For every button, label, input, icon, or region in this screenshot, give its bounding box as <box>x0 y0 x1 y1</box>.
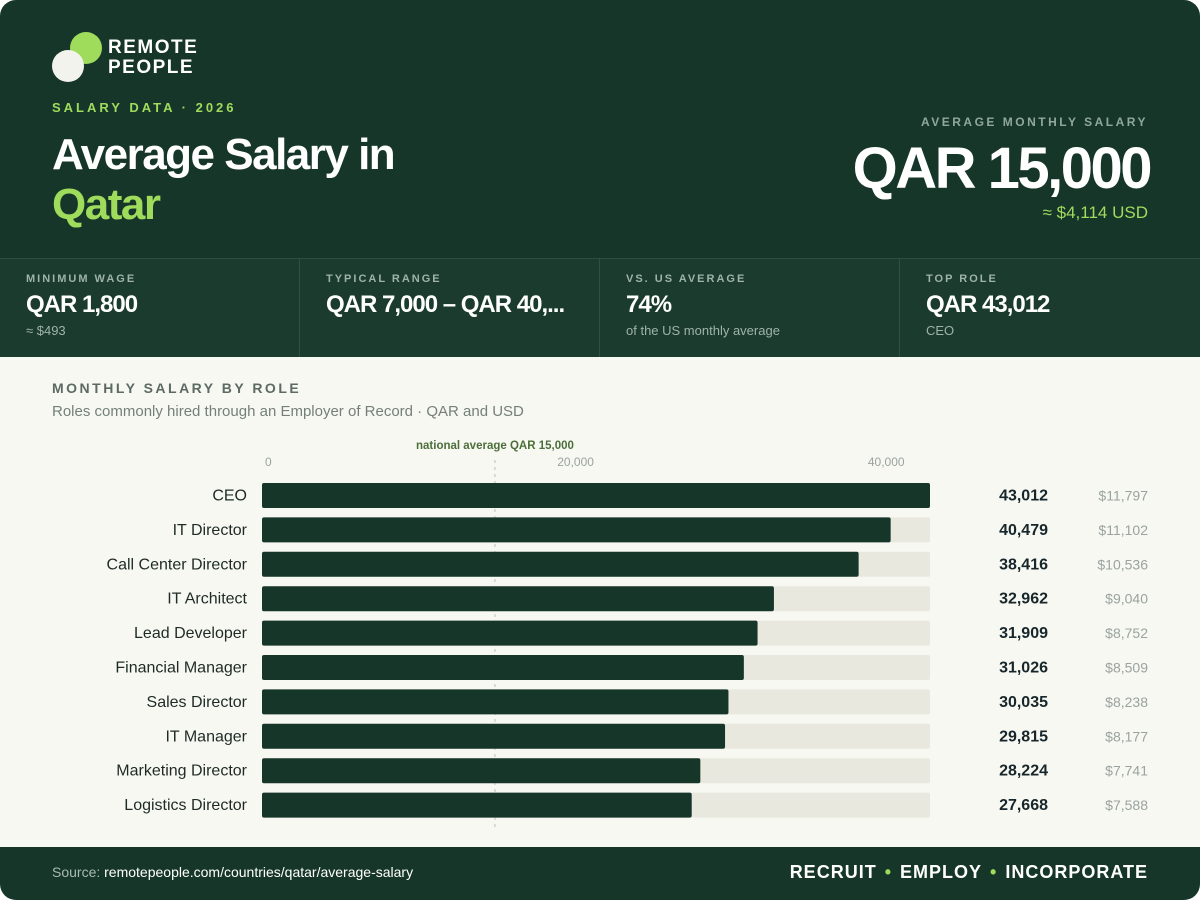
qar-value-label: 32,962 <box>999 591 1048 608</box>
tagline-incorporate: INCORPORATE <box>1005 862 1148 882</box>
role-label: Marketing Director <box>116 763 247 780</box>
stats-strip: MINIMUM WAGE QAR 1,800 ≈ $493 TYPICAL RA… <box>0 258 1200 357</box>
tagline-separator: • <box>990 862 998 882</box>
role-label: IT Manager <box>165 728 247 745</box>
stat-vs-us-average: VS. US AVERAGE 74% of the US monthly ave… <box>600 259 900 357</box>
page-title-line1: Average Salary in <box>52 130 396 179</box>
qar-value-label: 31,909 <box>999 625 1048 642</box>
role-label: Logistics Director <box>124 797 247 814</box>
x-tick-label: 20,000 <box>557 455 594 469</box>
bar <box>262 620 758 646</box>
usd-value-label: $7,588 <box>1105 797 1148 813</box>
bar <box>262 792 692 818</box>
x-tick-label: 0 <box>265 455 272 469</box>
national-average-label: national average QAR 15,000 <box>416 440 574 452</box>
stat-minimum-wage: MINIMUM WAGE QAR 1,800 ≈ $493 <box>0 259 300 357</box>
tagline-separator: • <box>884 862 892 882</box>
brand-name: REMOTE PEOPLE <box>108 38 198 78</box>
qar-value-label: 40,479 <box>999 522 1048 539</box>
stat-value: QAR 7,000 – QAR 40,... <box>326 291 565 318</box>
page-title-country: Qatar <box>52 180 161 229</box>
remote-people-logo-icon <box>52 32 102 82</box>
x-tick-label: 40,000 <box>868 455 905 469</box>
role-label: Lead Developer <box>134 625 248 642</box>
usd-value-label: $11,797 <box>1098 488 1148 504</box>
page-title: Average Salary in Qatar <box>52 130 396 230</box>
role-label: CEO <box>212 488 247 505</box>
tagline: RECRUIT • EMPLOY • INCORPORATE <box>790 862 1148 883</box>
stat-sub: CEO <box>926 323 955 338</box>
bar <box>262 689 729 715</box>
stat-label: TOP ROLE <box>926 273 998 285</box>
qar-value-label: 28,224 <box>999 763 1048 780</box>
usd-value-label: $9,040 <box>1105 591 1148 607</box>
bar <box>262 483 930 508</box>
brand-logo[interactable]: REMOTE PEOPLE <box>52 32 212 84</box>
role-label: Call Center Director <box>107 556 248 573</box>
bar <box>262 655 744 680</box>
qar-value-label: 43,012 <box>999 488 1048 505</box>
bar <box>262 723 726 749</box>
source-prefix: Source: <box>52 864 105 880</box>
stat-sub: ≈ $493 <box>26 323 66 338</box>
bar <box>262 586 774 612</box>
stat-label: VS. US AVERAGE <box>626 273 747 285</box>
average-salary-usd: ≈ $4,114 USD <box>1042 203 1148 222</box>
salary-bar-chart: 0 20,000 40,000 national average QAR 15,000… <box>107 440 1148 828</box>
usd-value-label: $8,177 <box>1105 728 1148 744</box>
usd-value-label: $8,238 <box>1105 694 1148 710</box>
stat-value: QAR 43,012 <box>926 291 1050 318</box>
bar <box>262 551 859 577</box>
brand-name-line1: REMOTE <box>108 37 199 58</box>
qar-value-label: 38,416 <box>999 556 1048 573</box>
stat-label: MINIMUM WAGE <box>26 273 137 285</box>
stat-typical-range: TYPICAL RANGE QAR 7,000 – QAR 40,... <box>300 259 600 357</box>
source-note: Source: remotepeople.com/countries/qatar… <box>52 864 413 880</box>
role-label: IT Director <box>173 522 248 539</box>
stat-top-role: TOP ROLE QAR 43,012 CEO <box>900 259 1200 357</box>
source-link[interactable]: remotepeople.com/countries/qatar/average… <box>104 864 414 880</box>
stat-label: TYPICAL RANGE <box>326 273 442 285</box>
qar-value-label: 27,668 <box>999 797 1048 814</box>
bar <box>262 517 891 543</box>
tagline-employ: EMPLOY <box>900 862 983 882</box>
usd-value-label: $10,536 <box>1097 556 1148 572</box>
qar-value-label: 30,035 <box>999 694 1048 711</box>
section-title: MONTHLY SALARY BY ROLE <box>52 380 302 396</box>
average-salary-label: AVERAGE MONTHLY SALARY <box>920 115 1148 129</box>
average-salary-value: QAR 15,000 <box>852 136 1153 201</box>
usd-value-label: $7,741 <box>1105 763 1148 779</box>
bar <box>262 758 701 784</box>
footer: Source: remotepeople.com/countries/qatar… <box>0 847 1200 900</box>
stat-value: 74% <box>626 291 672 318</box>
usd-value-label: $8,509 <box>1105 660 1148 676</box>
role-label: Financial Manager <box>115 660 247 677</box>
role-label: IT Architect <box>167 591 247 608</box>
qar-value-label: 31,026 <box>999 660 1048 677</box>
tagline-recruit: RECRUIT <box>789 862 877 882</box>
stat-value: QAR 1,800 <box>26 291 138 318</box>
eyebrow: SALARY DATA · 2026 <box>52 100 237 115</box>
usd-value-label: $11,102 <box>1098 522 1148 538</box>
stat-sub: of the US monthly average <box>626 323 780 338</box>
brand-name-line2: PEOPLE <box>108 57 195 78</box>
header: REMOTE PEOPLE SALARY DATA · 2026 Average… <box>0 0 1200 258</box>
role-label: Sales Director <box>147 694 248 711</box>
section-subtitle: Roles commonly hired through an Employer… <box>52 403 524 420</box>
usd-value-label: $8,752 <box>1105 625 1148 641</box>
qar-value-label: 29,815 <box>999 728 1048 745</box>
